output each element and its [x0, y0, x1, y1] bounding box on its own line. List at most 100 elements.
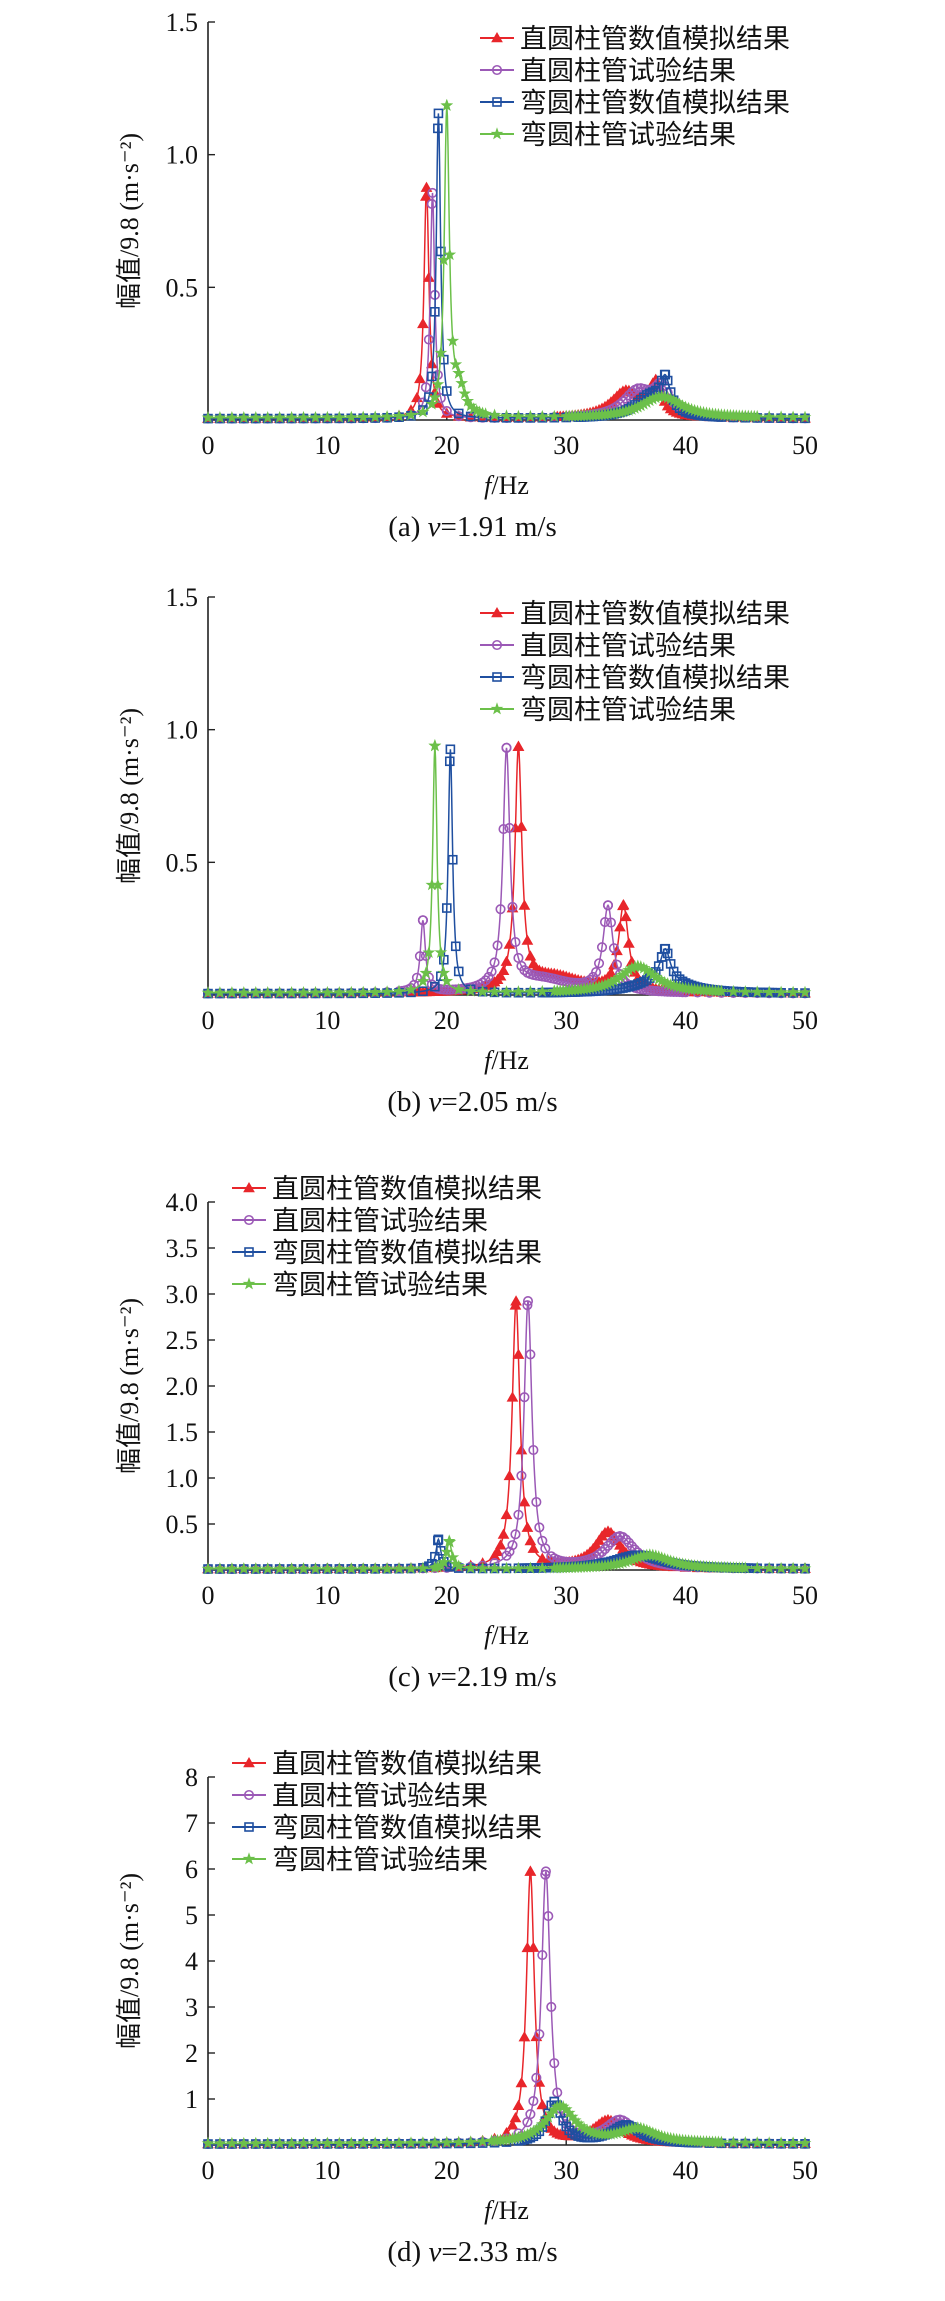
y-tick-label-a: 1.5 [166, 8, 199, 37]
data-point-bent-exp-a [461, 394, 475, 407]
data-point-bent-exp-a [449, 357, 463, 370]
series-straight-exp-d [202, 1866, 811, 2150]
series-straight-sim-b [202, 740, 811, 998]
data-point-bent-exp-b [249, 986, 263, 999]
data-point-bent-exp-c [201, 1562, 215, 1575]
data-point-bent-exp-c [285, 1562, 298, 1575]
data-point-straight-exp-b [486, 966, 497, 977]
data-point-bent-exp-a [434, 346, 448, 359]
data-point-bent-exp-b [392, 984, 406, 997]
data-point-straight-sim-b [515, 820, 528, 831]
x-tick-label-b: 30 [553, 1006, 579, 1035]
data-point-straight-sim-c [494, 1539, 507, 1550]
data-point-bent-exp-a [213, 411, 227, 424]
data-point-bent-exp-b [422, 945, 436, 958]
data-point-bent-exp-d [404, 2136, 418, 2149]
data-point-bent-exp-a [455, 376, 469, 389]
data-point-straight-exp-c [608, 1534, 620, 1545]
data-point-bent-exp-d [201, 2136, 215, 2149]
peak-marker-straight-sim-d [524, 1865, 537, 1876]
data-point-bent-exp-c [750, 1561, 764, 1574]
data-point-bent-exp-d [774, 2136, 788, 2149]
data-point-straight-sim-a [417, 317, 429, 329]
data-point-straight-sim-b [503, 938, 516, 949]
data-point-bent-exp-b [321, 985, 334, 999]
data-point-bent-sim-b [633, 979, 643, 989]
data-point-bent-sim-b [453, 966, 464, 977]
data-point-straight-exp-b [489, 957, 500, 968]
y-tick-label-d: 7 [185, 1809, 198, 1838]
data-point-bent-exp-c [344, 1562, 358, 1575]
data-point-bent-exp-a [344, 410, 358, 423]
series-line-straight-exp-d [208, 1871, 805, 2145]
peak-marker-bent-exp-b [631, 959, 645, 972]
data-point-bent-exp-c [297, 1562, 310, 1575]
data-point-straight-exp-a [620, 393, 631, 404]
data-point-bent-exp-d [715, 2135, 728, 2148]
data-point-bent-exp-b [715, 984, 728, 997]
legend-marker-bent-sim-c [244, 1247, 254, 1257]
data-point-straight-exp-c [596, 1546, 608, 1557]
data-point-straight-sim-c [491, 1545, 504, 1556]
series-line-straight-sim-c [208, 1301, 805, 1570]
data-point-bent-exp-a [249, 411, 263, 424]
data-point-bent-exp-b [404, 982, 418, 996]
data-point-bent-exp-b [512, 985, 525, 998]
data-point-bent-exp-b [798, 985, 812, 998]
data-point-bent-exp-c [512, 1561, 525, 1574]
data-point-bent-exp-a [750, 409, 764, 422]
data-point-straight-exp-a [423, 334, 434, 345]
data-point-bent-exp-c [237, 1562, 251, 1575]
y-axis-label-a: 幅值/9.8 (m·s⁻²) [115, 133, 144, 309]
peak-marker-bent-exp-a [440, 98, 454, 111]
legend-marker-straight-exp-c [243, 1214, 255, 1226]
y-tick-label-b: 1.0 [166, 716, 199, 745]
peak-marker-bent-exp-c [643, 1548, 657, 1561]
data-point-bent-exp-c [380, 1561, 394, 1575]
data-point-straight-sim-b [620, 910, 632, 922]
data-point-bent-exp-c [488, 1561, 501, 1574]
legend-label-straight-exp-a: 直圆柱管试验结果 [520, 56, 736, 87]
data-point-bent-sim-c [430, 1551, 440, 1562]
data-point-straight-exp-b [605, 917, 617, 928]
data-point-bent-exp-b [488, 985, 501, 998]
data-point-straight-exp-c [516, 1470, 527, 1481]
x-tick-label-d: 10 [314, 2156, 340, 2185]
data-point-bent-exp-a [380, 409, 394, 423]
caption-d: (d) v=2.33 m/s [387, 2236, 558, 2268]
legend-marker-bent-sim-a [492, 97, 502, 107]
data-point-bent-exp-d [273, 2136, 287, 2149]
legend-label-bent-exp-a: 弯圆柱管试验结果 [520, 120, 736, 151]
legend-marker-straight-sim-b [491, 606, 503, 618]
data-point-bent-exp-c [249, 1562, 263, 1575]
data-point-bent-exp-b [332, 985, 346, 998]
data-point-bent-exp-a [225, 410, 239, 424]
data-point-bent-exp-c [261, 1562, 275, 1575]
data-point-straight-sim-b [500, 955, 513, 966]
peak-marker-straight-sim-b [617, 899, 630, 910]
series-line-straight-exp-a [208, 192, 805, 420]
x-tick-label-b: 50 [792, 1006, 818, 1035]
data-point-bent-exp-a [512, 409, 525, 422]
data-point-bent-exp-b [738, 985, 752, 998]
data-point-bent-exp-a [309, 410, 322, 423]
data-point-bent-exp-c [446, 1550, 460, 1563]
data-point-straight-exp-b [611, 959, 622, 970]
chart-panel-d: 0 10 20 30 40 50 1 2 3 4 5 6 7 8 f/Hz 幅值/9.8 (m·s⁻²) 直圆柱… [0, 1725, 945, 2300]
data-point-bent-exp-b [356, 985, 370, 998]
caption-a: (a) v=1.91 m/s [388, 511, 557, 543]
data-point-bent-exp-d [297, 2136, 310, 2149]
data-point-bent-exp-a [261, 410, 275, 424]
data-point-straight-exp-c [507, 1540, 518, 1551]
data-point-bent-sim-b [430, 981, 440, 992]
y-axis-label-c: 幅值/9.8 (m·s⁻²) [115, 1298, 144, 1474]
data-point-bent-exp-c [392, 1562, 406, 1575]
data-point-bent-sim-a [433, 123, 443, 134]
data-point-straight-exp-b [492, 940, 503, 951]
y-tick-label-c: 0.5 [166, 1510, 199, 1539]
data-point-bent-sim-b [441, 903, 452, 913]
data-point-bent-exp-c [225, 1562, 239, 1575]
series-line-bent-exp-a [208, 105, 805, 419]
legend-label-straight-sim-d: 直圆柱管数值模拟结果 [272, 1749, 542, 1780]
